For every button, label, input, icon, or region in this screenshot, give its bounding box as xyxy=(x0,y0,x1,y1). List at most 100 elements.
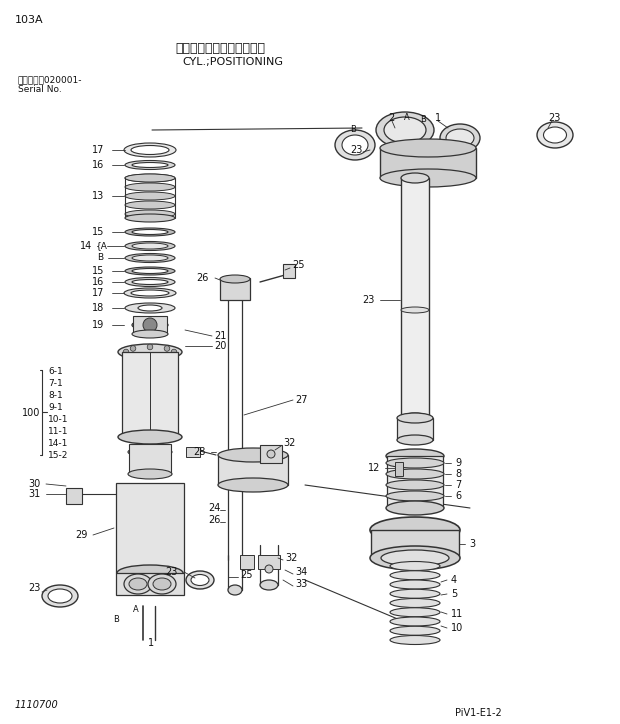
Bar xyxy=(240,555,254,569)
Ellipse shape xyxy=(125,210,175,218)
Ellipse shape xyxy=(386,501,444,515)
Bar xyxy=(129,444,171,474)
Ellipse shape xyxy=(390,589,440,598)
Ellipse shape xyxy=(125,174,175,182)
Ellipse shape xyxy=(386,458,444,468)
Ellipse shape xyxy=(125,267,175,275)
Text: 32: 32 xyxy=(285,553,298,563)
Ellipse shape xyxy=(401,307,429,313)
Bar xyxy=(387,456,443,508)
Ellipse shape xyxy=(132,279,168,285)
Text: 25: 25 xyxy=(240,570,252,580)
Ellipse shape xyxy=(128,469,172,479)
Ellipse shape xyxy=(342,135,368,155)
Ellipse shape xyxy=(401,413,429,423)
Ellipse shape xyxy=(129,578,147,590)
Text: 11: 11 xyxy=(451,609,463,619)
Bar xyxy=(395,462,403,476)
Text: 20: 20 xyxy=(214,341,226,351)
Ellipse shape xyxy=(380,139,476,157)
Ellipse shape xyxy=(386,469,444,479)
Ellipse shape xyxy=(386,449,444,463)
Text: 23: 23 xyxy=(350,145,362,155)
Ellipse shape xyxy=(125,228,175,236)
Text: CYL.;POSITIONING: CYL.;POSITIONING xyxy=(182,57,283,67)
Ellipse shape xyxy=(132,320,168,330)
Ellipse shape xyxy=(117,565,183,581)
Text: 適用号機　020001-: 適用号機 020001- xyxy=(18,75,82,85)
Bar xyxy=(260,445,282,463)
Bar xyxy=(258,555,280,569)
Bar xyxy=(122,352,178,437)
Bar xyxy=(371,530,459,558)
Text: 4: 4 xyxy=(451,575,457,585)
Ellipse shape xyxy=(390,626,440,635)
Ellipse shape xyxy=(124,288,176,298)
Ellipse shape xyxy=(397,435,433,445)
Ellipse shape xyxy=(384,117,426,143)
Ellipse shape xyxy=(118,344,182,360)
Ellipse shape xyxy=(376,112,434,148)
Ellipse shape xyxy=(125,201,175,209)
Text: 6: 6 xyxy=(455,491,461,501)
Ellipse shape xyxy=(228,585,242,595)
Ellipse shape xyxy=(218,448,288,462)
Text: 12: 12 xyxy=(368,463,381,473)
Ellipse shape xyxy=(390,636,440,644)
Bar xyxy=(283,264,295,278)
Bar xyxy=(380,148,476,178)
Ellipse shape xyxy=(370,517,460,543)
Ellipse shape xyxy=(132,255,168,261)
Text: 18: 18 xyxy=(92,303,104,313)
Ellipse shape xyxy=(125,214,175,222)
Text: 8-1: 8-1 xyxy=(48,392,63,400)
Text: 2: 2 xyxy=(388,113,394,123)
Ellipse shape xyxy=(537,122,573,148)
Text: 19: 19 xyxy=(92,320,104,330)
Ellipse shape xyxy=(125,174,175,182)
Circle shape xyxy=(265,565,273,573)
Text: 1: 1 xyxy=(435,113,441,123)
Ellipse shape xyxy=(446,129,474,147)
Text: 6-1: 6-1 xyxy=(48,368,63,376)
Ellipse shape xyxy=(125,303,175,313)
Circle shape xyxy=(164,345,170,351)
Ellipse shape xyxy=(148,574,176,594)
Circle shape xyxy=(164,353,170,358)
Circle shape xyxy=(123,349,129,355)
Text: 23: 23 xyxy=(165,567,177,577)
Ellipse shape xyxy=(191,575,209,586)
Text: シリンダ；ボジショニング: シリンダ；ボジショニング xyxy=(175,41,265,54)
Ellipse shape xyxy=(386,480,444,490)
Text: 17: 17 xyxy=(92,288,104,298)
Ellipse shape xyxy=(124,143,176,157)
Ellipse shape xyxy=(390,571,440,580)
Text: 30: 30 xyxy=(28,479,40,489)
Text: 27: 27 xyxy=(295,395,308,405)
Ellipse shape xyxy=(186,571,214,589)
Text: 9: 9 xyxy=(455,458,461,468)
Ellipse shape xyxy=(544,127,567,143)
Text: 13: 13 xyxy=(92,191,104,201)
Ellipse shape xyxy=(390,599,440,607)
Ellipse shape xyxy=(132,243,168,249)
Circle shape xyxy=(143,318,157,332)
Ellipse shape xyxy=(125,192,175,200)
Ellipse shape xyxy=(260,580,278,590)
Bar xyxy=(397,418,433,440)
Text: 11-1: 11-1 xyxy=(48,427,68,437)
Text: 32: 32 xyxy=(283,438,295,448)
Bar xyxy=(116,483,184,573)
Text: 14-1: 14-1 xyxy=(48,439,68,448)
Text: 5: 5 xyxy=(451,589,458,599)
Ellipse shape xyxy=(380,169,476,187)
Text: B: B xyxy=(97,253,103,263)
Ellipse shape xyxy=(370,546,460,570)
Text: 23: 23 xyxy=(548,113,560,123)
Text: 25: 25 xyxy=(292,260,304,270)
Text: 9-1: 9-1 xyxy=(48,403,63,413)
Ellipse shape xyxy=(132,230,168,235)
Text: 15: 15 xyxy=(92,266,104,276)
Ellipse shape xyxy=(132,162,168,167)
Text: 29: 29 xyxy=(75,530,87,540)
